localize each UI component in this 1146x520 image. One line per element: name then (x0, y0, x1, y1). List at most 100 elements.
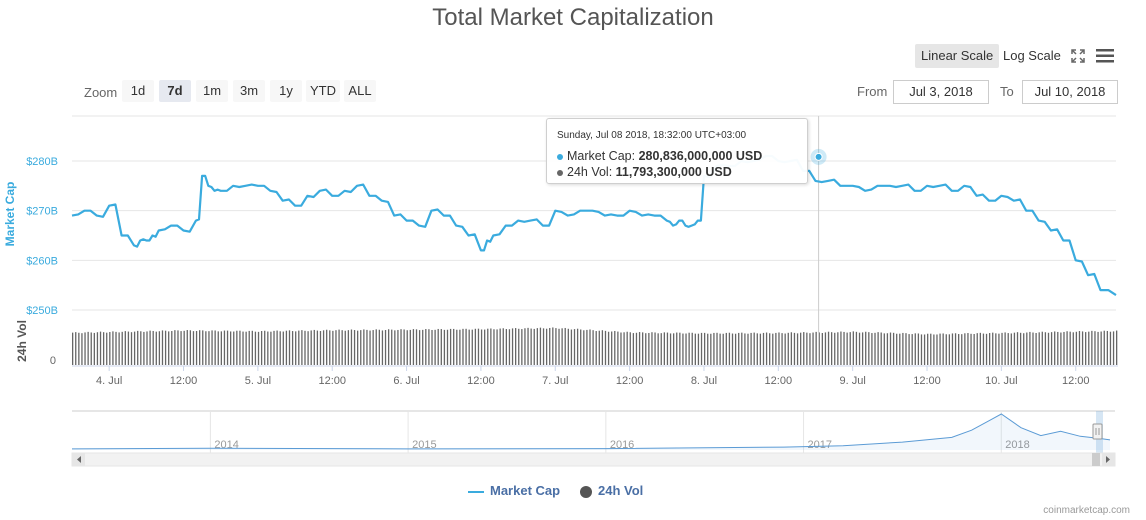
legend-volume[interactable]: 24h Vol (580, 483, 643, 498)
volume-bar (905, 333, 907, 365)
legend-market-cap[interactable]: Market Cap (468, 483, 560, 498)
volume-bar (861, 332, 864, 365)
volume-bar (106, 332, 108, 365)
volume-bar (434, 329, 436, 365)
scroll-left-icon (77, 456, 81, 463)
zoom-ytd-button[interactable]: YTD (306, 80, 340, 102)
volume-bar (437, 328, 439, 365)
y-tick-label: $280B (26, 156, 58, 168)
zoom-1m-button[interactable]: 1m (196, 80, 228, 102)
volume-bar (660, 333, 662, 365)
volume-bar (75, 332, 77, 365)
volume-bar (487, 328, 489, 365)
from-date-input[interactable]: Jul 3, 2018 (893, 80, 989, 104)
volume-bar (1066, 331, 1068, 365)
zoom-3m-button[interactable]: 3m (233, 80, 265, 102)
volume-bar (505, 329, 508, 365)
zoom-7d-button[interactable]: 7d (159, 80, 191, 102)
scrollbar-track[interactable] (71, 452, 1116, 467)
zoom-1y-button[interactable]: 1y (270, 80, 302, 102)
navigator[interactable]: 2014 2015 2016 2017 2018 (71, 410, 1116, 467)
volume-bar (322, 330, 325, 365)
volume-bar (908, 334, 910, 365)
volume-bar (796, 333, 799, 365)
volume-bar (357, 330, 359, 365)
volume-bar (344, 330, 346, 365)
volume-bar (697, 333, 700, 365)
volume-bar (214, 330, 216, 365)
volume-bar (713, 332, 715, 365)
scrollbar-thumb[interactable] (1092, 453, 1100, 466)
volume-bar (967, 333, 969, 365)
volume-bar (1010, 333, 1012, 365)
credit-link[interactable]: coinmarketcap.com (1043, 505, 1130, 516)
volume-bar (536, 328, 538, 365)
volume-bar (564, 327, 566, 365)
volume-bar (961, 334, 963, 365)
fullscreen-icon[interactable] (1070, 48, 1086, 64)
volume-bar (604, 330, 607, 365)
volume-bar (115, 331, 117, 365)
volume-bar (363, 329, 365, 365)
volume-bar (124, 331, 126, 365)
volume-bar (1069, 331, 1071, 365)
zoom-1d-button[interactable]: 1d (122, 80, 154, 102)
volume-bar (1038, 332, 1040, 365)
volume-bar (784, 333, 786, 365)
tooltip-volume-label: 24h Vol: (567, 165, 613, 179)
volume-bar (273, 330, 275, 365)
navigator-handle[interactable] (1092, 423, 1103, 440)
volume-bar (552, 327, 554, 365)
volume-bar (524, 328, 526, 365)
volume-bar (533, 328, 535, 365)
x-tick-label: 12:00 (913, 375, 941, 387)
volume-bar (521, 329, 523, 365)
menu-icon[interactable] (1096, 49, 1114, 63)
volume-bar (830, 332, 833, 365)
volume-bar (1054, 331, 1056, 365)
tooltip-volume-row: 24h Vol: 11,793,300,000 USD (557, 165, 732, 179)
volume-bar (155, 331, 157, 365)
log-scale-button[interactable]: Log Scale (1003, 48, 1061, 63)
hover-point[interactable] (814, 152, 823, 161)
volume-bar (316, 330, 319, 365)
volume-bar (892, 332, 895, 365)
volume-bar (1044, 332, 1047, 365)
volume-bar (146, 331, 148, 365)
volume-bar (90, 332, 92, 365)
volume-bar (288, 330, 291, 365)
volume-bar (672, 333, 675, 365)
volume-bar (1004, 332, 1006, 365)
volume-bar (174, 330, 176, 365)
volume-bar (477, 328, 480, 365)
volume-bar (329, 330, 331, 365)
volume-bar (350, 329, 353, 365)
volume-bar (412, 329, 415, 365)
volume-bar (443, 329, 446, 365)
volume-bar (149, 330, 151, 365)
volume-bar (409, 329, 411, 365)
volume-bar (397, 329, 399, 365)
x-tick-label: 12:00 (318, 375, 346, 387)
volume-bar (1029, 331, 1031, 365)
volume-bar (229, 331, 232, 365)
volume-bar (360, 330, 362, 365)
volume-bar (589, 329, 591, 365)
linear-scale-button[interactable]: Linear Scale (915, 44, 1000, 68)
volume-bar (598, 330, 600, 365)
volume-bar (1078, 331, 1081, 365)
volume-bar (502, 328, 504, 365)
volume-bar (152, 330, 154, 365)
volume-bar (753, 332, 755, 365)
zoom-all-button[interactable]: ALL (344, 80, 376, 102)
volume-bar (700, 332, 703, 365)
volume-bar (570, 329, 573, 365)
volume-bar (747, 333, 749, 365)
volume-bar (468, 329, 470, 365)
market-cap-series-line[interactable] (71, 154, 1117, 297)
volume-bar (72, 332, 74, 365)
volume-bar (834, 332, 836, 365)
to-date-input[interactable]: Jul 10, 2018 (1022, 80, 1118, 104)
volume-bar (133, 331, 136, 365)
